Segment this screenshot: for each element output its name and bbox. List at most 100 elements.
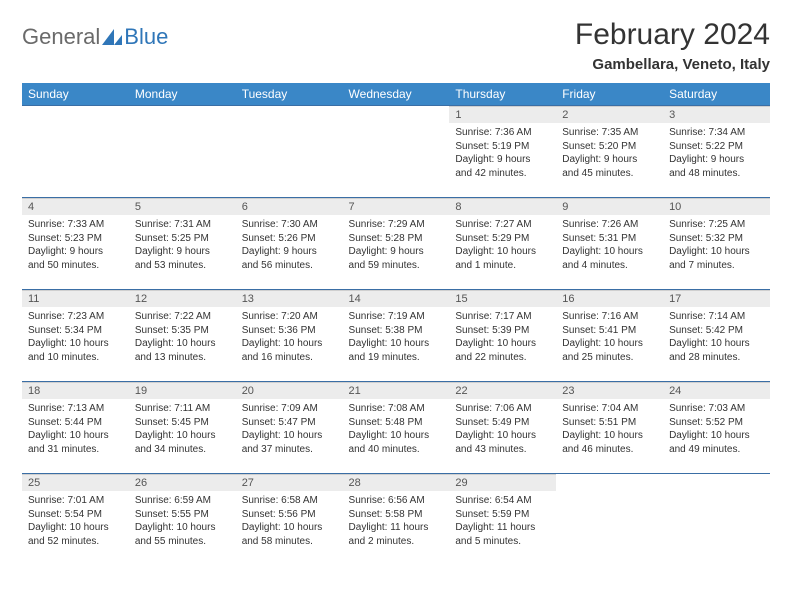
sunrise-text: Sunrise: 7:27 AM xyxy=(455,218,550,232)
calendar-table: Sunday Monday Tuesday Wednesday Thursday… xyxy=(22,83,770,566)
day-number: 2 xyxy=(556,106,663,123)
sunrise-text: Sunrise: 7:03 AM xyxy=(669,402,764,416)
day-body: Sunrise: 7:14 AMSunset: 5:42 PMDaylight:… xyxy=(663,307,770,368)
sunset-text: Sunset: 5:52 PM xyxy=(669,416,764,430)
calendar-cell xyxy=(236,106,343,198)
day-header: Friday xyxy=(556,83,663,106)
day-body: Sunrise: 7:36 AMSunset: 5:19 PMDaylight:… xyxy=(449,123,556,184)
daylight1-text: Daylight: 10 hours xyxy=(135,337,230,351)
calendar-row: 11 Sunrise: 7:23 AMSunset: 5:34 PM Dayligh… xyxy=(22,290,770,382)
sunset-text: Sunset: 5:44 PM xyxy=(28,416,123,430)
sunset-text: Sunset: 5:31 PM xyxy=(562,232,657,246)
daylight2-text: and 49 minutes. xyxy=(669,443,764,457)
calendar-cell xyxy=(22,106,129,198)
day-number: 4 xyxy=(22,198,129,215)
sunrise-text: Sunrise: 7:01 AM xyxy=(28,494,123,508)
daylight2-text: and 1 minute. xyxy=(455,259,550,273)
sunset-text: Sunset: 5:54 PM xyxy=(28,508,123,522)
day-body: Sunrise: 7:25 AMSunset: 5:32 PMDaylight:… xyxy=(663,215,770,276)
daylight2-text: and 13 minutes. xyxy=(135,351,230,365)
daylight1-text: Daylight: 11 hours xyxy=(349,521,444,535)
day-body: Sunrise: 6:56 AMSunset: 5:58 PMDaylight:… xyxy=(343,491,450,552)
daylight2-text: and 45 minutes. xyxy=(562,167,657,181)
day-number: 16 xyxy=(556,290,663,307)
day-body: Sunrise: 7:13 AMSunset: 5:44 PMDaylight:… xyxy=(22,399,129,460)
calendar-cell: 28Sunrise: 6:56 AMSunset: 5:58 PMDayligh… xyxy=(343,474,450,566)
sunrise-text: Sunrise: 7:34 AM xyxy=(669,126,764,140)
day-body: Sunrise: 7:16 AMSunset: 5:41 PMDaylight:… xyxy=(556,307,663,368)
day-body: Sunrise: 7:22 AMSunset: 5:35 PMDaylight:… xyxy=(129,307,236,368)
day-number: 18 xyxy=(22,382,129,399)
sunrise-text: Sunrise: 7:23 AM xyxy=(28,310,123,324)
daylight2-text: and 16 minutes. xyxy=(242,351,337,365)
daylight2-text: and 48 minutes. xyxy=(669,167,764,181)
calendar-cell: 20Sunrise: 7:09 AMSunset: 5:47 PMDayligh… xyxy=(236,382,343,474)
calendar-cell: 24Sunrise: 7:03 AMSunset: 5:52 PMDayligh… xyxy=(663,382,770,474)
daylight1-text: Daylight: 10 hours xyxy=(349,337,444,351)
sunrise-text: Sunrise: 7:14 AM xyxy=(669,310,764,324)
daylight2-text: and 58 minutes. xyxy=(242,535,337,549)
daylight2-text: and 19 minutes. xyxy=(349,351,444,365)
daylight2-text: and 52 minutes. xyxy=(28,535,123,549)
sunset-text: Sunset: 5:47 PM xyxy=(242,416,337,430)
sunrise-text: Sunrise: 6:59 AM xyxy=(135,494,230,508)
daylight2-text: and 37 minutes. xyxy=(242,443,337,457)
sunset-text: Sunset: 5:26 PM xyxy=(242,232,337,246)
month-title: February 2024 xyxy=(575,18,770,52)
sunset-text: Sunset: 5:19 PM xyxy=(455,140,550,154)
day-body: Sunrise: 7:09 AMSunset: 5:47 PMDaylight:… xyxy=(236,399,343,460)
location: Gambellara, Veneto, Italy xyxy=(575,56,770,73)
sunset-text: Sunset: 5:23 PM xyxy=(28,232,123,246)
sunrise-text: Sunrise: 7:22 AM xyxy=(135,310,230,324)
day-number: 7 xyxy=(343,198,450,215)
calendar-cell: 4Sunrise: 7:33 AMSunset: 5:23 PMDaylight… xyxy=(22,198,129,290)
calendar-cell xyxy=(556,474,663,566)
day-number: 26 xyxy=(129,474,236,491)
daylight1-text: Daylight: 10 hours xyxy=(455,337,550,351)
calendar-cell: 16Sunrise: 7:16 AMSunset: 5:41 PMDayligh… xyxy=(556,290,663,382)
day-body: Sunrise: 7:11 AMSunset: 5:45 PMDaylight:… xyxy=(129,399,236,460)
day-number: 24 xyxy=(663,382,770,399)
sunset-text: Sunset: 5:56 PM xyxy=(242,508,337,522)
day-header: Thursday xyxy=(449,83,556,106)
day-body: Sunrise: 6:54 AMSunset: 5:59 PMDaylight:… xyxy=(449,491,556,552)
daylight2-text: and 25 minutes. xyxy=(562,351,657,365)
day-body: Sunrise: 7:29 AMSunset: 5:28 PMDaylight:… xyxy=(343,215,450,276)
sunset-text: Sunset: 5:28 PM xyxy=(349,232,444,246)
day-header-row: Sunday Monday Tuesday Wednesday Thursday… xyxy=(22,83,770,106)
title-block: February 2024 Gambellara, Veneto, Italy xyxy=(575,18,770,73)
daylight1-text: Daylight: 10 hours xyxy=(28,521,123,535)
daylight1-text: Daylight: 10 hours xyxy=(455,429,550,443)
day-body: Sunrise: 7:17 AMSunset: 5:39 PMDaylight:… xyxy=(449,307,556,368)
calendar-cell xyxy=(343,106,450,198)
brand-part2: Blue xyxy=(124,24,168,50)
day-number: 11 xyxy=(22,290,129,307)
daylight2-text: and 55 minutes. xyxy=(135,535,230,549)
calendar-cell: 10Sunrise: 7:25 AMSunset: 5:32 PMDayligh… xyxy=(663,198,770,290)
calendar-body: 1Sunrise: 7:36 AMSunset: 5:19 PMDaylight… xyxy=(22,106,770,566)
sunset-text: Sunset: 5:34 PM xyxy=(28,324,123,338)
day-body: Sunrise: 6:59 AMSunset: 5:55 PMDaylight:… xyxy=(129,491,236,552)
sunset-text: Sunset: 5:51 PM xyxy=(562,416,657,430)
day-body: Sunrise: 7:20 AMSunset: 5:36 PMDaylight:… xyxy=(236,307,343,368)
calendar-cell: 27Sunrise: 6:58 AMSunset: 5:56 PMDayligh… xyxy=(236,474,343,566)
day-number: 19 xyxy=(129,382,236,399)
daylight1-text: Daylight: 9 hours xyxy=(242,245,337,259)
calendar-cell: 3Sunrise: 7:34 AMSunset: 5:22 PMDaylight… xyxy=(663,106,770,198)
header: General Blue February 2024 Gambellara, V… xyxy=(22,18,770,73)
calendar-cell: 29Sunrise: 6:54 AMSunset: 5:59 PMDayligh… xyxy=(449,474,556,566)
calendar-cell: 26Sunrise: 6:59 AMSunset: 5:55 PMDayligh… xyxy=(129,474,236,566)
day-number: 21 xyxy=(343,382,450,399)
calendar-cell: 12Sunrise: 7:22 AMSunset: 5:35 PMDayligh… xyxy=(129,290,236,382)
sunrise-text: Sunrise: 7:25 AM xyxy=(669,218,764,232)
day-number: 6 xyxy=(236,198,343,215)
calendar-row: 4Sunrise: 7:33 AMSunset: 5:23 PMDaylight… xyxy=(22,198,770,290)
sunrise-text: Sunrise: 7:06 AM xyxy=(455,402,550,416)
sunset-text: Sunset: 5:20 PM xyxy=(562,140,657,154)
daylight1-text: Daylight: 10 hours xyxy=(562,337,657,351)
sunrise-text: Sunrise: 7:11 AM xyxy=(135,402,230,416)
day-number: 23 xyxy=(556,382,663,399)
calendar-cell: 14Sunrise: 7:19 AMSunset: 5:38 PMDayligh… xyxy=(343,290,450,382)
sunset-text: Sunset: 5:38 PM xyxy=(349,324,444,338)
sunset-text: Sunset: 5:36 PM xyxy=(242,324,337,338)
